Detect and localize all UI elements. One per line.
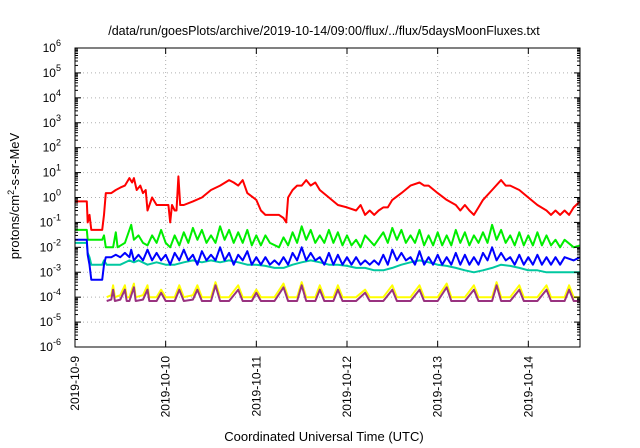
y-axis-label-rest: -s-sr-MeV: [7, 132, 22, 189]
x-tick-label: 2019-10-12: [340, 356, 354, 418]
series-line-4: [75, 238, 581, 281]
y-tick-label: 105: [43, 63, 61, 80]
y-tick-label: 102: [43, 138, 61, 155]
series-line-2: [75, 223, 581, 249]
y-axis-label-sup: 2: [6, 190, 16, 195]
y-tick-label: 100: [43, 188, 61, 205]
y-tick-label: 106: [43, 38, 61, 55]
y-tick-label: 104: [43, 88, 61, 105]
y-tick-label: 10-1: [40, 212, 61, 229]
x-tick-label: 2019-10-11: [249, 356, 263, 417]
x-tick-label: 2019-10-9: [68, 356, 82, 411]
y-tick-label: 103: [43, 113, 61, 130]
series-line-1: [75, 175, 581, 231]
y-tick-label: 10-6: [40, 337, 61, 354]
y-axis-ticks: 10-6 10-5 10-4 10-3 10-2 10-1 100 101 102 103 104 1…: [40, 38, 580, 354]
y-axis-label: protons/cm2-s-sr-MeV: [6, 132, 22, 259]
y-tick-label: 10-3: [40, 262, 61, 279]
x-tick-label: 2019-10-14: [521, 356, 535, 418]
x-tick-label: 2019-10-10: [159, 356, 173, 418]
x-axis-label: Coordinated Universal Time (UTC): [224, 429, 423, 444]
chart-title: /data/run/goesPlots/archive/2019-10-14/0…: [108, 24, 540, 38]
y-axis-label-base: protons/cm: [7, 195, 22, 259]
y-tick-label: 10-2: [40, 237, 61, 254]
series-line-6: [106, 284, 580, 302]
x-axis-ticks: 2019-10-9 2019-10-10 2019-10-11 2019-10-12 2…: [68, 48, 535, 417]
series-layer: [75, 175, 581, 302]
x-tick-label: 2019-10-13: [431, 356, 445, 418]
y-tick-label: 10-5: [40, 312, 61, 329]
y-tick-label: 10-4: [40, 287, 61, 304]
y-tick-label: 101: [43, 163, 61, 180]
